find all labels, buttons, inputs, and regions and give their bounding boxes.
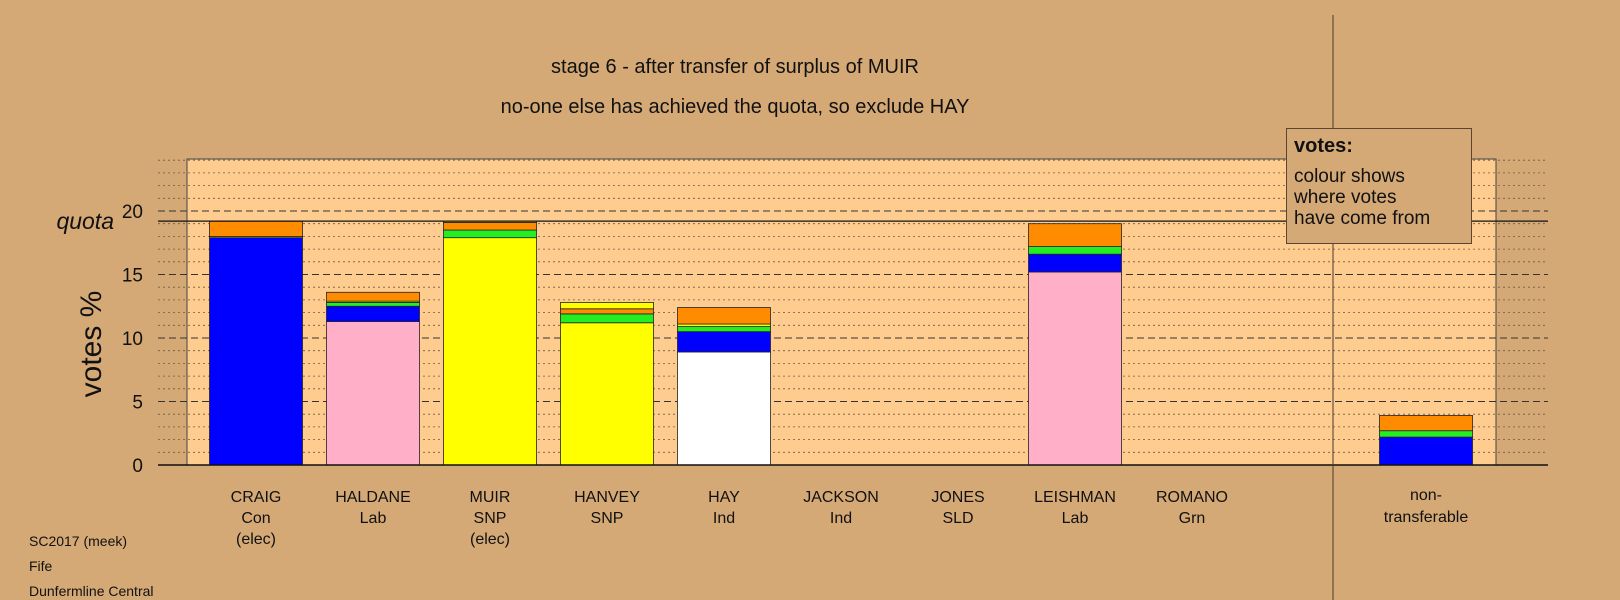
candidate-name: MUIR	[470, 489, 511, 506]
candidate-name: HALDANE	[335, 489, 411, 506]
y-tick-label: 20	[122, 202, 143, 223]
bar-segment	[1379, 415, 1473, 432]
candidate-name: JONES	[931, 489, 984, 506]
bar-segment	[443, 229, 537, 239]
candidate-party: SLD	[942, 510, 973, 527]
candidate-party: Con	[241, 510, 270, 527]
candidate-name: HANVEY	[574, 489, 640, 506]
y-tick-label: 5	[132, 393, 143, 414]
candidate-name: JACKSON	[803, 489, 879, 506]
bar-segment	[1379, 436, 1473, 466]
candidate-name: HAY	[708, 489, 740, 506]
chart-subtitle: no-one else has achieved the quota, so e…	[501, 96, 970, 118]
bar-segment	[443, 222, 537, 231]
bar-segment	[677, 331, 771, 353]
bar-segment	[677, 326, 771, 333]
bar-segment	[1028, 253, 1122, 273]
bar-segment	[1028, 223, 1122, 247]
candidate-party: Ind	[713, 510, 735, 527]
candidate-party: Ind	[830, 510, 852, 527]
legend-line: have come from	[1294, 208, 1431, 229]
y-tick-label: 10	[122, 329, 143, 350]
bar-segment	[1028, 271, 1122, 466]
bar-segment	[677, 307, 771, 325]
candidate-party: Lab	[1062, 510, 1089, 527]
candidate-party: Grn	[1179, 510, 1206, 527]
y-tick-label: 0	[132, 456, 143, 477]
bar-segment	[326, 305, 420, 322]
quota-label: quota	[56, 208, 114, 234]
legend: votes: colour shows where votes have com…	[1286, 128, 1472, 244]
candidate-status: (elec)	[236, 531, 276, 548]
bar-segment	[560, 302, 654, 310]
candidate-name: LEISHMAN	[1034, 489, 1116, 506]
legend-line: colour shows	[1294, 166, 1405, 187]
bar-segment	[443, 237, 537, 466]
y-tick-label: 15	[122, 266, 143, 287]
candidate-name: CRAIG	[231, 489, 282, 506]
bar-segment	[326, 321, 420, 466]
bar-segment	[1028, 246, 1122, 255]
nontransferable-label: transferable	[1384, 509, 1469, 526]
legend-line: where votes	[1294, 187, 1397, 208]
footer-election: SC2017 (meek)	[29, 533, 128, 549]
bar-segment	[560, 322, 654, 466]
candidate-party: SNP	[474, 510, 507, 527]
chart-title: stage 6 - after transfer of surplus of M…	[551, 56, 919, 78]
footer-ward: Dunfermline Central	[29, 583, 154, 599]
bar-segment	[326, 302, 420, 307]
candidate-party: SNP	[591, 510, 624, 527]
bar-segment	[560, 308, 654, 315]
bar-segment	[677, 351, 771, 466]
candidate-status: (elec)	[470, 531, 510, 548]
nontransferable-label: non-	[1410, 487, 1442, 504]
bar-segment	[209, 220, 303, 237]
candidate-name: ROMANO	[1156, 489, 1228, 506]
bar-segment	[560, 313, 654, 324]
bar-segment	[326, 291, 420, 302]
y-axis-label: votes %	[75, 291, 108, 398]
legend-title: votes:	[1294, 135, 1353, 157]
bar-segment	[1379, 430, 1473, 438]
footer-council: Fife	[29, 558, 53, 574]
bar-segment	[209, 237, 303, 466]
candidate-party: Lab	[360, 510, 387, 527]
